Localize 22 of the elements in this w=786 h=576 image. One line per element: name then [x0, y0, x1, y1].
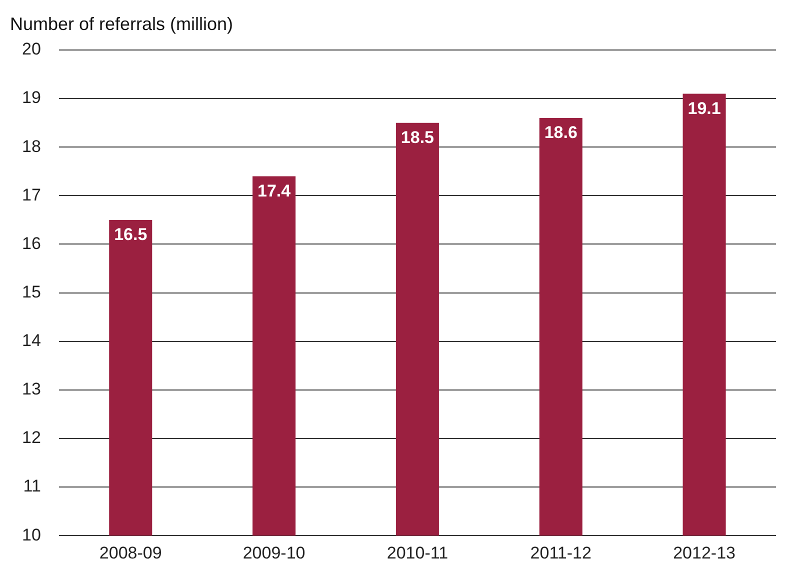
y-tick-label: 13 [22, 380, 41, 399]
data-label: 16.5 [114, 225, 148, 244]
x-tick-label: 2012-13 [673, 543, 736, 562]
x-tick-label: 2009-10 [242, 543, 306, 562]
data-label: 19.1 [688, 98, 721, 118]
y-tick-label: 17 [22, 185, 41, 204]
y-tick-label: 10 [22, 525, 41, 544]
y-tick-label: 20 [22, 40, 41, 59]
y-tick-label: 14 [22, 331, 41, 350]
y-tick-label: 19 [22, 88, 41, 108]
y-axis-title: Number of referrals (million) [10, 14, 234, 35]
x-tick-label: 2011-12 [530, 543, 592, 562]
y-tick-label: 11 [23, 476, 41, 496]
x-tick-label: 2008-09 [99, 543, 162, 562]
y-tick-label: 15 [22, 282, 41, 302]
y-tick-label: 12 [22, 428, 41, 448]
y-tick-label: 18 [22, 136, 41, 156]
y-tick-label: 16 [22, 234, 41, 253]
data-label: 17.4 [257, 181, 292, 200]
data-label: 18.5 [400, 128, 434, 148]
data-label: 18.6 [544, 123, 578, 142]
x-tick-label: 2010-11 [386, 543, 448, 562]
